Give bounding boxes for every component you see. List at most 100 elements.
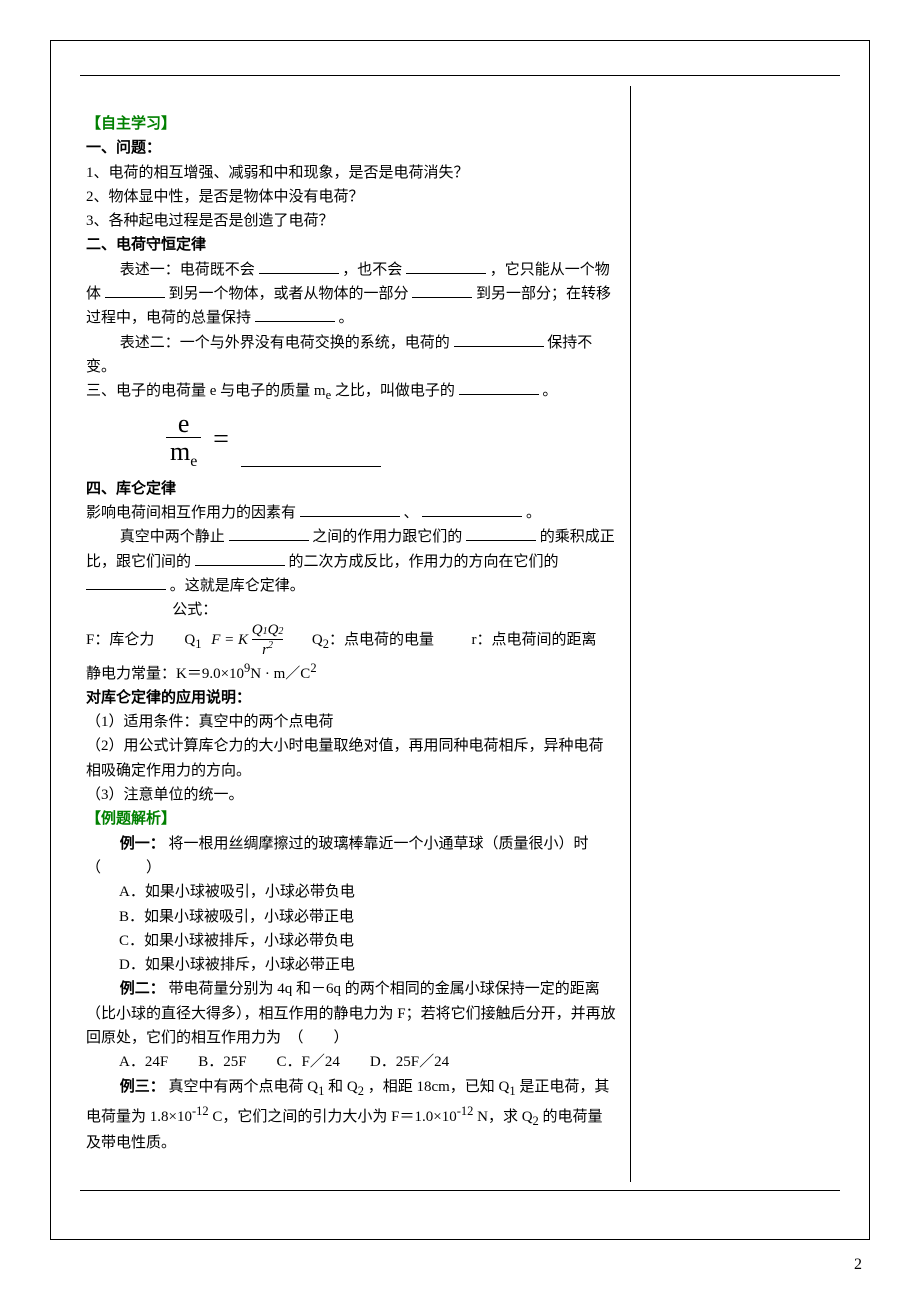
den: r2 (252, 641, 284, 658)
num: Q1Q2 (252, 623, 284, 638)
t: C，它们之间的引力大小为 F＝1.0×10 (212, 1109, 456, 1125)
s2: 2 (278, 626, 283, 637)
apply-3: （3）注意单位的统一。 (86, 783, 616, 807)
ex2-A: A．24F (119, 1054, 168, 1070)
text: ，也不会 (342, 262, 402, 278)
apply-2: （2）用公式计算库仑力的大小时电量取绝对值，再用同种电荷相斥，异种电荷相吸确定作… (86, 734, 616, 783)
formula-label: 公式： (172, 602, 217, 618)
question-3: 3、各种起电过程是否是创造了电荷？ (86, 209, 616, 233)
coulomb-law-text: 真空中两个静止 之间的作用力跟它们的 的乘积成正比，跟它们间的 的二次方成反比，… (86, 525, 616, 598)
text: 之间的作用力跟它们的 (312, 529, 462, 545)
law-statement-2: 表述二：一个与外界没有电荷交换的系统，电荷的 保持不变。 (86, 331, 616, 380)
heading-coulomb: 四、库仑定律 (86, 477, 616, 501)
blank (300, 502, 400, 517)
s: 1 (318, 1084, 324, 1098)
text: 的二次方成反比，作用力的方向在它们的 (289, 554, 559, 570)
text: 。 (526, 505, 541, 521)
qb: Q (268, 622, 279, 638)
blank (259, 259, 339, 274)
s: 2 (533, 1114, 539, 1128)
constant: 静电力常量：K＝9.0×109N · m／C2 (86, 666, 317, 682)
page-number: 2 (854, 1256, 862, 1274)
heading-questions: 一、问题： (86, 136, 616, 160)
t: ，相距 18cm，已知 Q (368, 1079, 510, 1095)
blank (195, 551, 285, 566)
sub: e (326, 388, 332, 402)
blank (86, 575, 166, 590)
question-2: 2、物体显中性，是否是物体中没有电荷？ (86, 185, 616, 209)
s: 2 (358, 1084, 364, 1098)
text: 到另一个物体，或者从物体的一部分 (169, 286, 409, 302)
ex2-D: D．25F／24 (370, 1054, 449, 1070)
blank (422, 502, 522, 517)
content-area: 【自主学习】 一、问题： 1、电荷的相互增强、减弱和中和现象，是否是电荷消失？ … (86, 112, 834, 1155)
e: -12 (457, 1104, 474, 1118)
text: 之比，叫做电子的 (335, 383, 455, 399)
sq: 2 (268, 640, 273, 651)
text: 。 (339, 310, 354, 326)
text: 影响电荷间相互作用力的因素有 (86, 505, 296, 521)
blank (255, 307, 335, 322)
blank (406, 259, 486, 274)
ex2-body: 带电荷量分别为 4q 和－6q 的两个相同的金属小球保持一定的距离（比小球的直径… (86, 981, 616, 1046)
sym-r: r：点电荷间的距离 (472, 632, 597, 648)
e: -12 (192, 1104, 209, 1118)
blank (454, 332, 544, 347)
q: Q (184, 632, 195, 648)
text: 表述一：电荷既不会 (120, 262, 255, 278)
a: 静电力常量：K＝9.0×10 (86, 666, 244, 682)
blank (241, 461, 381, 467)
den-main: m (170, 437, 190, 466)
ex1-opt-D: D．如果小球被排斥，小球必带正电 (86, 953, 616, 977)
qa: Q (252, 622, 263, 638)
heading-apply: 对库仑定律的应用说明： (86, 686, 616, 710)
electron-ratio-line: 三、电子的电荷量 e 与电子的质量 me 之比，叫做电子的 。 (86, 379, 616, 405)
fraction: e me (166, 410, 201, 471)
apply-1: （1）适用条件：真空中的两个点电荷 (86, 710, 616, 734)
coulomb-factors: 影响电荷间相互作用力的因素有 、 。 (86, 501, 616, 525)
blank (229, 526, 309, 541)
ex1-opt-B: B．如果小球被吸引，小球必带正电 (86, 905, 616, 929)
coulomb-formula: F = K Q1Q2 r2 (205, 623, 289, 658)
sym-Q2: Q2：点电荷的电量 (312, 632, 434, 648)
ex2-B: B．25F (198, 1054, 246, 1070)
blank (105, 283, 165, 298)
coulomb-formula-line: 公式： (86, 598, 616, 622)
ex2-options: A．24F B．25F C．F／24 D．25F／24 (86, 1050, 616, 1074)
t: 真空中有两个点电荷 Q (169, 1079, 319, 1095)
ex2-lead: 例二： (120, 981, 165, 997)
sym-F: F：库仑力 (86, 632, 154, 648)
question-1: 1、电荷的相互增强、减弱和中和现象，是否是电荷消失？ (86, 161, 616, 185)
txt: ：点电荷的电量 (329, 632, 434, 648)
b: N · m／C (250, 666, 310, 682)
heading-examples: 【例题解析】 (86, 807, 616, 831)
text: 、 (404, 505, 419, 521)
electron-ratio-formula: e me = (166, 410, 616, 471)
bottom-rule (80, 1190, 840, 1191)
ex2-C: C．F／24 (277, 1054, 340, 1070)
denominator: me (166, 438, 201, 471)
ex1-opt-A: A．如果小球被吸引，小球必带负电 (86, 880, 616, 904)
e2: 2 (310, 661, 316, 675)
heading-conservation: 二、电荷守恒定律 (86, 233, 616, 257)
text: 。这就是库仑定律。 (170, 578, 305, 594)
example-3: 例三： 真空中有两个点电荷 Q1 和 Q2 ，相距 18cm，已知 Q1 是正电… (86, 1075, 616, 1156)
text: 三、电子的电荷量 e 与电子的质量 m (86, 383, 326, 399)
main-column: 【自主学习】 一、问题： 1、电荷的相互增强、减弱和中和现象，是否是电荷消失？ … (86, 112, 616, 1155)
blank (459, 380, 539, 395)
t: N，求 Q (477, 1109, 532, 1125)
ex3-lead: 例三： (120, 1079, 165, 1095)
den-sub: e (190, 453, 197, 470)
text: 表述二：一个与外界没有电荷交换的系统，电荷的 (120, 335, 450, 351)
t: 和 Q (328, 1079, 358, 1095)
blank (466, 526, 536, 541)
blank (412, 283, 472, 298)
numerator: e (166, 410, 201, 437)
example-2: 例二： 带电荷量分别为 4q 和－6q 的两个相同的金属小球保持一定的距离（比小… (86, 977, 616, 1050)
s: 1 (509, 1084, 515, 1098)
sub: 1 (195, 637, 201, 651)
lhs: F = K (211, 632, 248, 648)
text: 。 (542, 383, 557, 399)
q: Q (312, 632, 323, 648)
ex1-opt-C: C．如果小球被排斥，小球必带负电 (86, 929, 616, 953)
